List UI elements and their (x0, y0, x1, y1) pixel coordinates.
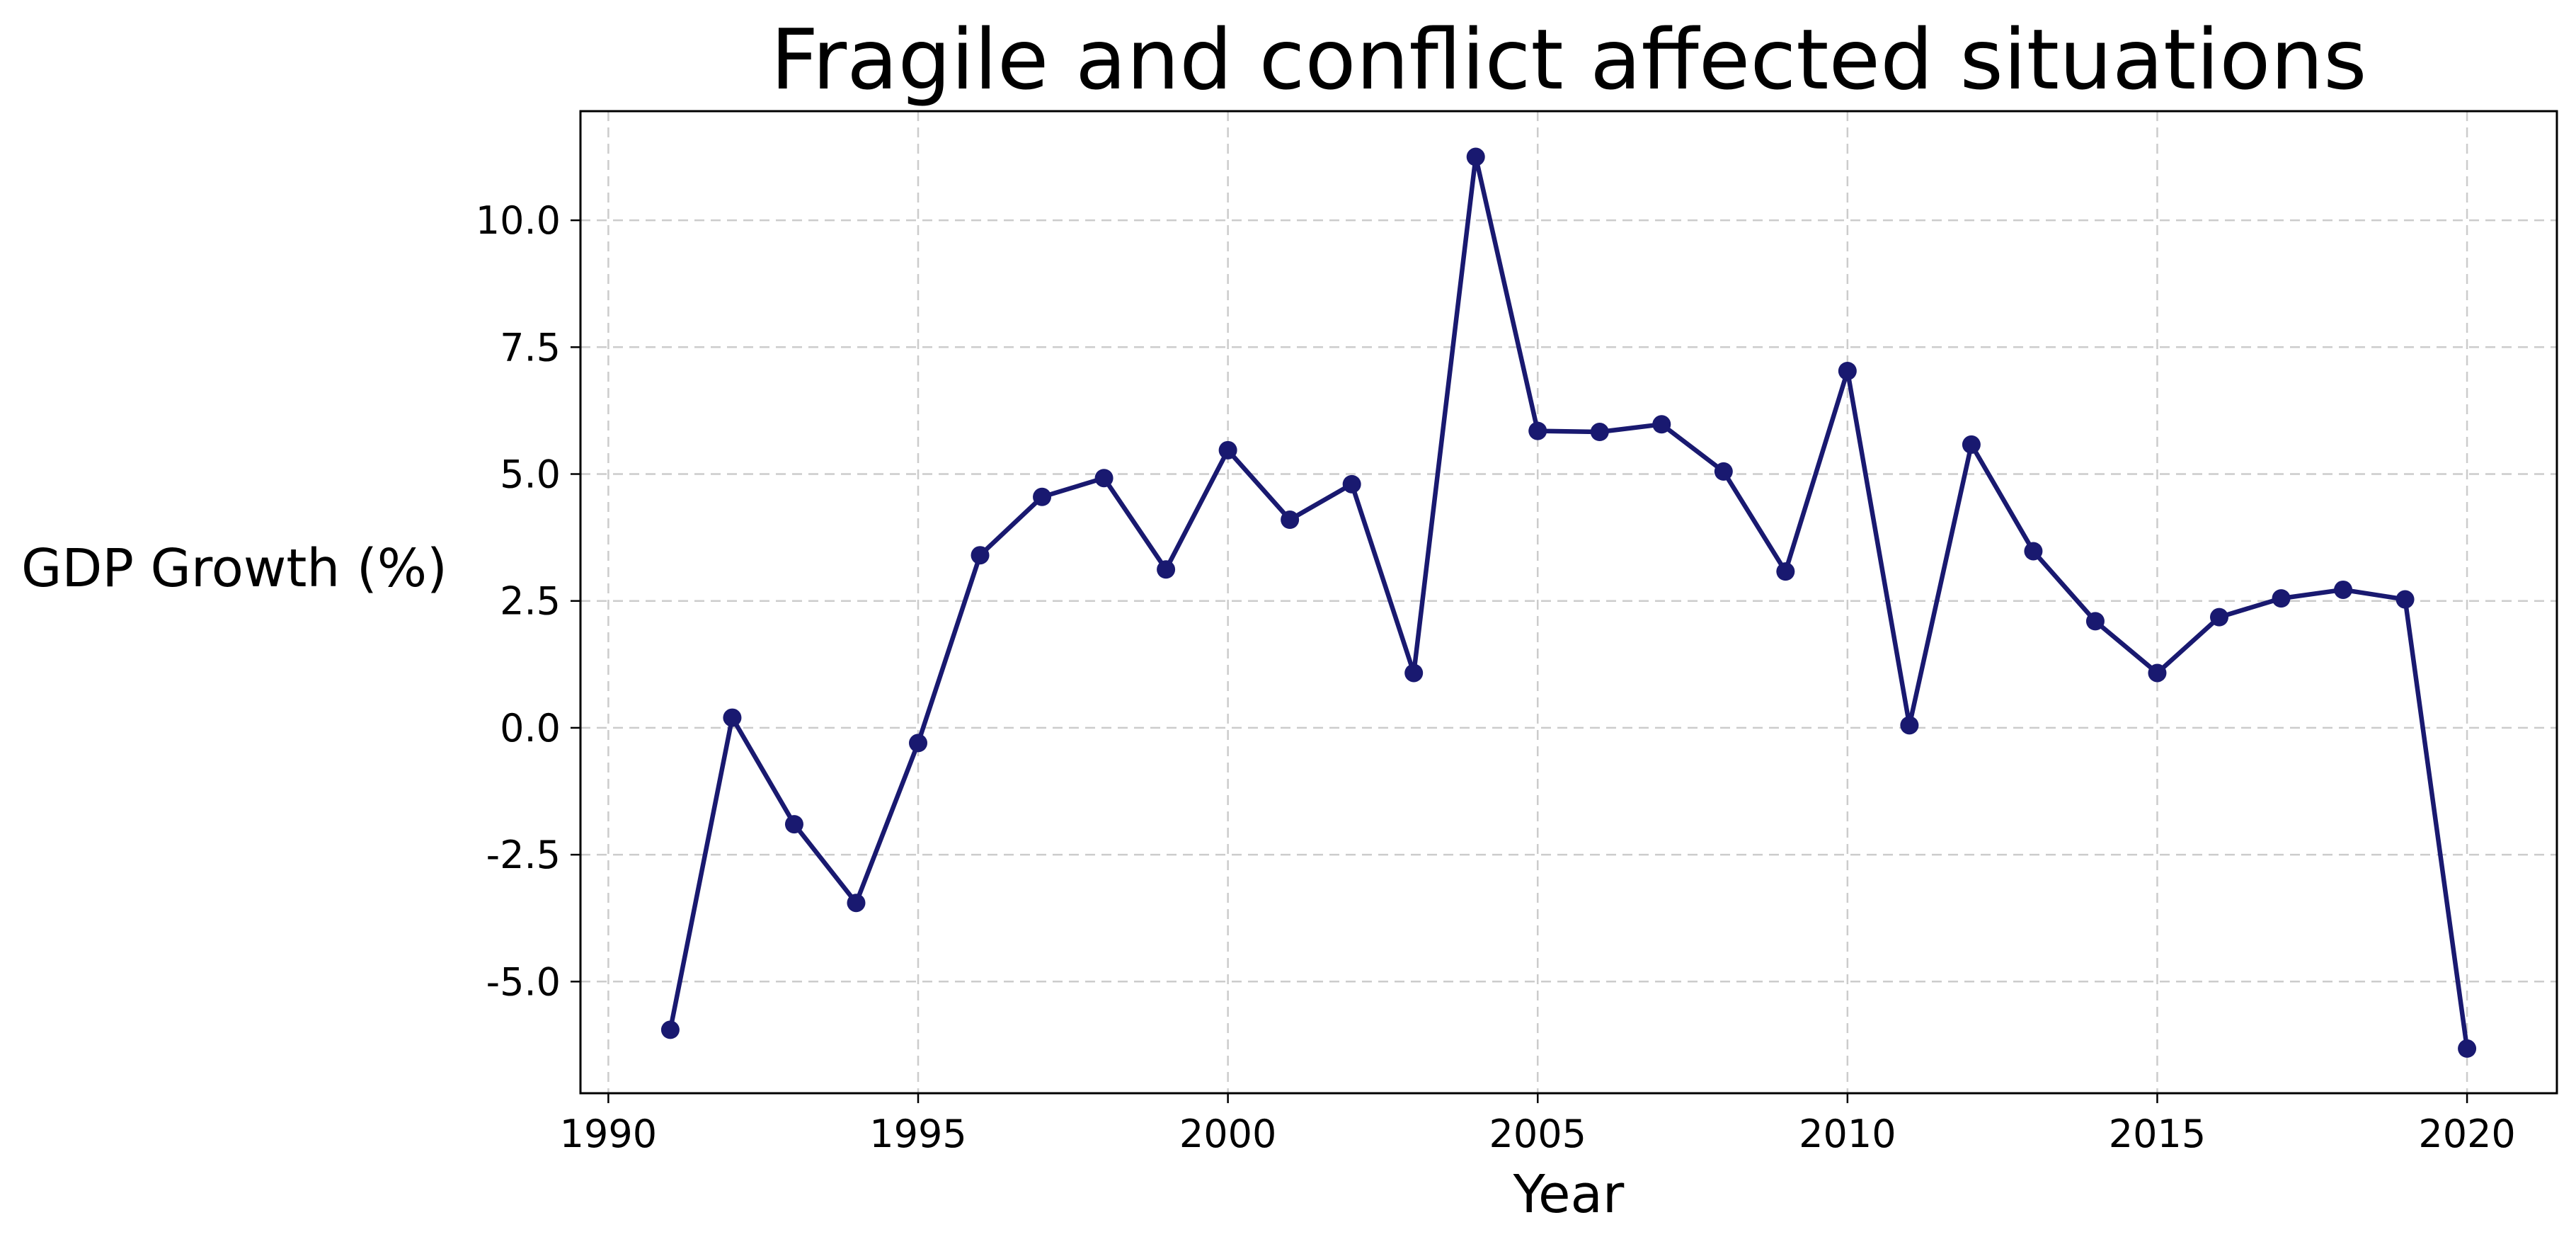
data-point (2272, 589, 2291, 608)
ticks-layer: 1990 1995 2000 2005 2010 2015 2020 -5.0 -2.5 0.0 2… (476, 198, 2516, 1156)
x-tick-label: 1990 (560, 1112, 657, 1156)
data-point (1962, 435, 1981, 454)
data-point (2395, 590, 2415, 609)
x-tick-label: 2015 (2109, 1112, 2206, 1156)
data-point (2209, 608, 2228, 627)
data-point (2024, 542, 2043, 561)
data-point (1404, 663, 1424, 683)
x-axis-label: Year (1513, 1164, 1625, 1225)
y-tick-label: 7.5 (500, 325, 561, 370)
data-point (1714, 462, 1733, 481)
y-tick-label: 2.5 (500, 579, 561, 624)
y-axis-label: GDP Growth (%) (21, 538, 447, 599)
data-point (971, 546, 990, 565)
series-layer (660, 147, 2477, 1058)
series-line (668, 154, 2470, 1051)
data-point (660, 1020, 680, 1039)
grid-layer (580, 111, 2557, 1093)
y-tick-label: -5.0 (486, 959, 561, 1004)
x-tick-label: 1995 (869, 1112, 966, 1156)
data-point (1590, 423, 1609, 442)
data-point (2085, 612, 2105, 631)
data-point (1528, 421, 1547, 440)
data-point (847, 894, 866, 913)
chart-title: Fragile and conflict affected situations (770, 11, 2366, 108)
y-tick-label: 0.0 (500, 706, 561, 751)
data-point (1094, 469, 1114, 488)
data-point (1281, 511, 1300, 530)
data-point (1776, 562, 1795, 581)
x-tick-label: 2020 (2418, 1112, 2515, 1156)
plot-frame (579, 110, 2558, 1095)
data-point (1342, 474, 1361, 494)
data-point (1466, 147, 1485, 166)
data-point (1900, 716, 1919, 735)
x-tick-label: 2010 (1799, 1112, 1896, 1156)
data-point (2334, 580, 2353, 599)
data-point (1838, 361, 1857, 380)
data-point (723, 708, 742, 727)
y-tick-label: 5.0 (500, 452, 561, 497)
y-tick-label: 10.0 (476, 198, 561, 243)
data-point (2148, 663, 2167, 683)
y-tick-label: -2.5 (486, 833, 561, 877)
data-point (1033, 487, 1052, 506)
data-point (784, 815, 803, 834)
data-point (1218, 440, 1237, 460)
x-tick-label: 2005 (1489, 1112, 1586, 1156)
data-point (1157, 560, 1176, 579)
x-tick-label: 2000 (1179, 1112, 1276, 1156)
data-point (1652, 415, 1671, 434)
data-point (2458, 1039, 2477, 1058)
data-point (909, 734, 928, 753)
